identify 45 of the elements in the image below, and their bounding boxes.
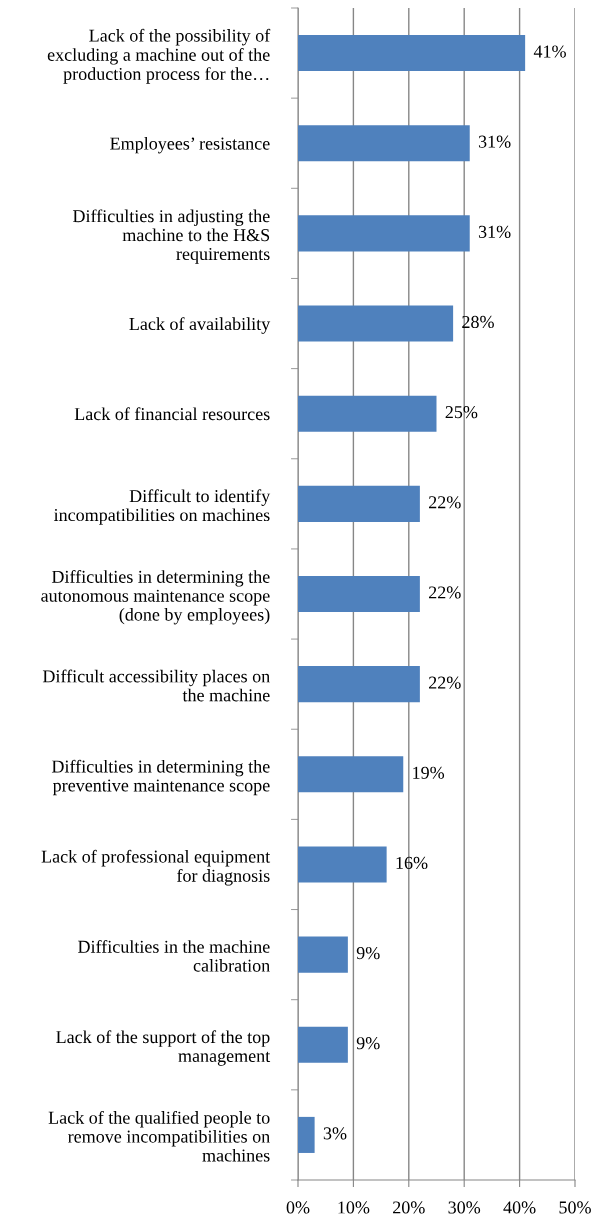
y-tick-label: Lack of the possibility of excluding a machine out of the production process for the… <box>47 28 271 84</box>
y-tick-label: Lack of professional equipment for diagnosis <box>41 849 271 886</box>
y-tick-label: Difficulties in determining the autonomous maintenance scope (done by employees) <box>41 569 270 625</box>
bar <box>298 756 404 793</box>
data-label: 22% <box>429 586 461 599</box>
bar <box>298 846 387 883</box>
y-tick-label: Lack of the qualified people to remove incompatibilities on machines <box>48 1110 270 1162</box>
bar <box>298 395 437 432</box>
bar <box>298 936 348 973</box>
bar <box>298 305 454 342</box>
x-tick-label: 20% <box>393 1201 425 1214</box>
data-label: 31% <box>478 225 511 238</box>
y-tick-label: Difficulties in determining the preventive maintenance scope <box>51 759 270 796</box>
y-tick-label: Difficulties in the machine calibration <box>78 939 270 972</box>
y-tick-label: Lack of financial resources <box>74 407 270 421</box>
bar <box>298 1116 315 1153</box>
bar <box>298 485 420 522</box>
y-tick-label: Difficult to identify incompatibilities on machines <box>53 489 271 525</box>
data-label: 25% <box>445 406 478 419</box>
bar <box>298 1026 348 1063</box>
data-label: 28% <box>462 315 494 329</box>
data-label: 16% <box>396 856 428 870</box>
x-tick-label: 50% <box>559 1201 591 1214</box>
bar <box>298 125 470 162</box>
bar <box>298 35 526 72</box>
y-tick-label: Difficult accessibility places on the machine <box>42 669 270 702</box>
data-label: 19% <box>413 766 445 779</box>
data-label: 9% <box>356 946 380 960</box>
bar <box>298 575 420 613</box>
bar <box>298 215 470 252</box>
data-label: 9% <box>356 1037 380 1050</box>
x-tick-label: 0% <box>286 1201 310 1214</box>
data-label: 22% <box>429 676 461 689</box>
x-tick-label: 30% <box>448 1201 481 1214</box>
y-tick-label: Lack of availability <box>129 317 271 334</box>
bar <box>298 666 420 703</box>
x-tick-label: 10% <box>338 1201 370 1214</box>
data-label: 3% <box>323 1127 347 1140</box>
data-label: 22% <box>429 496 461 509</box>
y-tick-label: Employees’ resistance <box>110 136 270 154</box>
data-label: 41% <box>533 45 566 58</box>
data-label: 31% <box>478 135 511 148</box>
y-tick-label: Difficulties in adjusting the machine to the H&S requirements <box>72 209 270 264</box>
x-tick-label: 40% <box>503 1201 536 1214</box>
y-tick-label: Lack of the support of the top management <box>56 1030 271 1066</box>
